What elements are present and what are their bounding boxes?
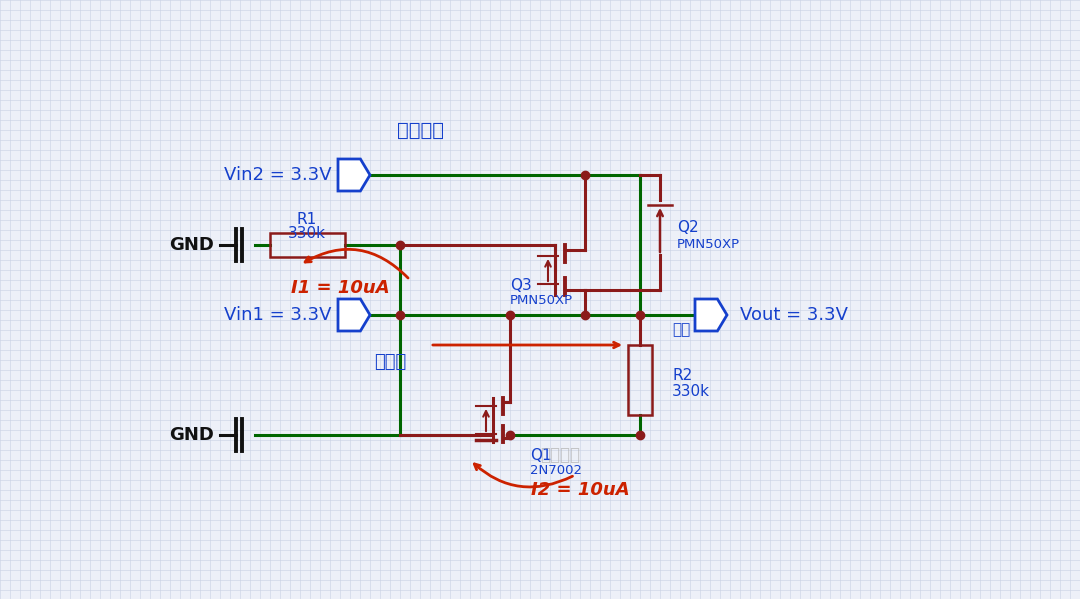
Text: 主电源: 主电源 [374, 353, 406, 371]
Text: 330k: 330k [672, 383, 710, 398]
Polygon shape [696, 299, 727, 331]
Text: GND: GND [170, 426, 214, 444]
Text: PMN50XP: PMN50XP [510, 294, 573, 307]
Text: 外部电源: 外部电源 [396, 120, 444, 140]
Bar [270, 233, 345, 257]
Text: PMN50XP: PMN50XP [677, 237, 740, 250]
Text: I2 = 10uA: I2 = 10uA [530, 481, 630, 499]
Polygon shape [338, 159, 370, 191]
Text: 2N7002: 2N7002 [530, 464, 582, 476]
Text: 330k: 330k [288, 226, 326, 241]
Text: Q2: Q2 [677, 220, 699, 235]
Text: R1: R1 [297, 213, 318, 228]
Text: Vout = 3.3V: Vout = 3.3V [740, 306, 848, 324]
Text: 输出: 输出 [672, 322, 690, 337]
Text: Vin2 = 3.3V: Vin2 = 3.3V [225, 166, 332, 184]
Text: 芯片之家: 芯片之家 [540, 446, 580, 464]
Polygon shape [338, 299, 370, 331]
Text: GND: GND [170, 236, 214, 254]
Text: I1 = 10uA: I1 = 10uA [291, 279, 389, 297]
Bar [627, 345, 652, 415]
Text: Q3: Q3 [510, 277, 531, 292]
Text: R2: R2 [672, 368, 692, 383]
Text: Q1: Q1 [530, 447, 552, 462]
Text: Vin1 = 3.3V: Vin1 = 3.3V [225, 306, 332, 324]
